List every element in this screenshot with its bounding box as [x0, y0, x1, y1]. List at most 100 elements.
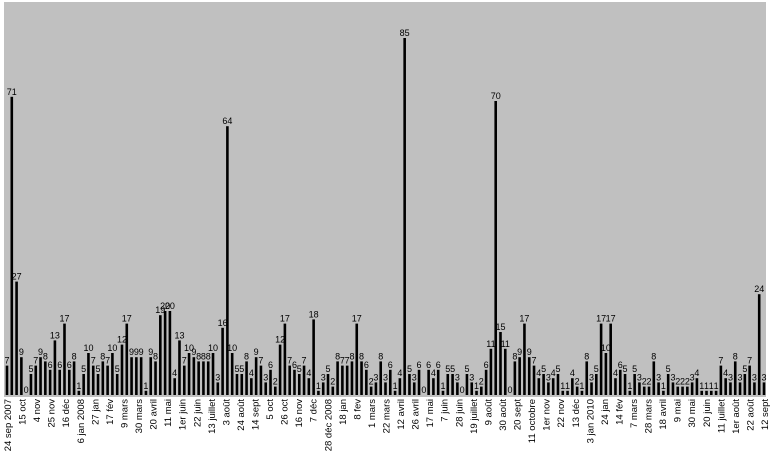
tick-label-36: 11 octobre: [527, 399, 538, 443]
value-label-22: 10: [107, 343, 117, 353]
value-label-51: 4: [249, 368, 254, 378]
bar-47: [230, 353, 234, 395]
value-label-138: 5: [666, 364, 671, 374]
tick-label-30: 7 juin: [440, 399, 451, 422]
bar-32: [159, 315, 162, 395]
value-label-3: 9: [19, 347, 24, 357]
value-label-125: 10: [601, 343, 611, 353]
bar-107: [518, 357, 521, 395]
bar-112: [542, 374, 545, 395]
bar-86: [417, 369, 421, 395]
value-label-130: 1: [627, 381, 632, 391]
bar-15: [77, 390, 81, 395]
value-label-80: 6: [388, 360, 393, 370]
value-label-111: 4: [536, 368, 541, 378]
value-label-79: 3: [383, 372, 388, 382]
bar-97: [470, 382, 474, 395]
bar-154: [743, 374, 747, 395]
bar-140: [676, 386, 680, 395]
value-label-16: 5: [81, 364, 86, 374]
bar-69: [336, 361, 339, 395]
value-label-28: 9: [139, 347, 144, 357]
value-label-7: 9: [38, 347, 43, 357]
bar-99: [480, 386, 483, 395]
bar-124: [599, 323, 603, 395]
bar-14: [72, 361, 76, 395]
value-label-56: 2: [273, 377, 278, 387]
value-label-35: 4: [172, 368, 177, 378]
bar-155: [748, 365, 751, 395]
tick-label-6: 27 jan: [90, 399, 101, 425]
bar-104: [503, 348, 507, 395]
value-label-99: 2: [479, 377, 484, 387]
bar-80: [388, 369, 392, 395]
value-label-26: 9: [129, 347, 134, 357]
value-label-92: 5: [445, 364, 450, 374]
value-label-24: 12: [117, 335, 127, 345]
value-label-36: 13: [174, 330, 184, 340]
plot-area: [4, 2, 766, 397]
bar-120: [580, 390, 584, 395]
tick-label-2: 4 nov: [32, 399, 43, 422]
value-label-133: 2: [642, 377, 647, 387]
tick-label-20: 16 nov: [294, 399, 305, 428]
value-label-67: 5: [326, 364, 331, 374]
value-label-135: 8: [651, 351, 656, 361]
value-label-75: 6: [364, 360, 369, 370]
bar-102: [494, 101, 497, 395]
tick-label-39: 13 déc: [571, 399, 582, 428]
bar-27: [135, 357, 138, 395]
value-label-117: 1: [565, 381, 570, 391]
bar-67: [326, 374, 330, 395]
value-label-69: 8: [335, 351, 340, 361]
value-label-112: 5: [541, 364, 546, 374]
bar-36: [178, 340, 181, 395]
value-label-158: 3: [761, 372, 766, 382]
value-label-137: 1: [661, 381, 666, 391]
bar-63: [307, 378, 311, 395]
bar-89: [432, 378, 435, 395]
value-label-11: 6: [57, 360, 62, 370]
value-label-147: 1: [709, 381, 714, 391]
value-label-76: 2: [369, 377, 374, 387]
value-label-81: 1: [393, 381, 398, 391]
bar-93: [451, 374, 454, 395]
tick-label-12: 1er juin: [178, 399, 189, 430]
bar-66: [321, 382, 325, 395]
value-label-5: 5: [28, 364, 33, 374]
bar-125: [604, 353, 608, 395]
value-label-33: 20: [160, 301, 170, 311]
bar-100: [484, 369, 488, 395]
bar-127: [614, 378, 617, 395]
value-label-71: 7: [345, 356, 350, 366]
tick-label-11: 11 mai: [163, 399, 174, 427]
value-label-105: 0: [508, 385, 513, 395]
value-label-107: 9: [517, 347, 522, 357]
value-label-115: 5: [555, 364, 560, 374]
bar-35: [173, 378, 176, 395]
bar-61: [297, 374, 301, 395]
value-label-74: 8: [359, 351, 364, 361]
bar-37: [182, 365, 186, 395]
value-label-54: 3: [263, 372, 268, 382]
bar-126: [609, 323, 612, 395]
bar-129: [623, 374, 627, 395]
bar-157: [757, 294, 761, 395]
value-label-37: 7: [182, 356, 187, 366]
value-label-127: 4: [613, 368, 618, 378]
value-label-66: 3: [321, 372, 326, 382]
bar-57: [278, 344, 282, 395]
tick-label-47: 30 mai: [687, 399, 698, 428]
value-label-109: 9: [527, 347, 532, 357]
value-label-4: 0: [24, 385, 29, 395]
bar-143: [690, 382, 694, 395]
value-label-114: 4: [551, 368, 556, 378]
tick-label-43: 7 mars: [629, 399, 640, 428]
bar-115: [556, 374, 560, 395]
value-label-38: 10: [184, 343, 194, 353]
value-label-20: 8: [100, 351, 105, 361]
value-label-23: 5: [115, 364, 120, 374]
value-label-10: 13: [50, 330, 60, 340]
bar-119: [575, 386, 579, 395]
value-label-150: 4: [723, 368, 728, 378]
